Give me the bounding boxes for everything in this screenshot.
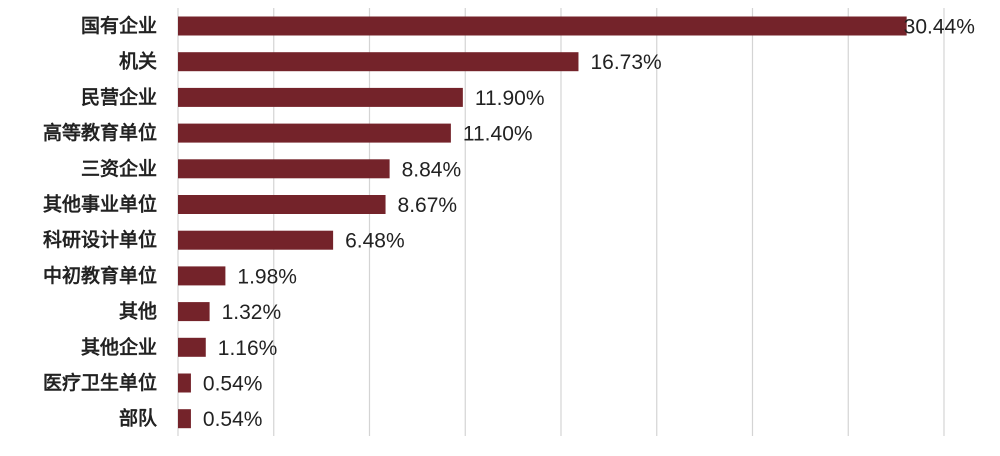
bar-1 <box>178 52 579 72</box>
value-label-9: 1.16% <box>218 337 278 360</box>
value-label-5: 8.67% <box>398 194 458 217</box>
value-label-3: 11.40% <box>463 123 533 146</box>
bar-8 <box>178 302 210 322</box>
value-label-10: 0.54% <box>203 373 263 396</box>
bar-9 <box>178 337 206 357</box>
category-label-11: 部队 <box>119 407 158 430</box>
category-label-9: 其他企业 <box>81 335 157 358</box>
value-label-4: 8.84% <box>402 158 462 181</box>
bar-7 <box>178 266 226 286</box>
gridlines <box>177 8 945 436</box>
category-label-5: 其他事业单位 <box>43 193 157 216</box>
value-label-7: 1.98% <box>237 265 297 288</box>
bars <box>178 16 907 429</box>
bar-0 <box>178 16 907 36</box>
category-label-6: 科研设计单位 <box>43 228 157 251</box>
category-label-10: 医疗卫生单位 <box>43 371 157 394</box>
value-label-6: 6.48% <box>345 230 405 253</box>
value-label-1: 16.73% <box>590 51 661 74</box>
value-label-2: 11.90% <box>475 87 545 110</box>
category-label-0: 国有企业 <box>81 14 157 37</box>
value-label-0: 30.44% <box>904 16 975 39</box>
category-label-1: 机关 <box>119 50 157 73</box>
bar-3 <box>178 123 451 143</box>
bar-2 <box>178 87 463 107</box>
bar-11 <box>178 409 191 429</box>
bar-4 <box>178 159 390 179</box>
category-label-2: 民营企业 <box>81 85 157 108</box>
category-label-7: 中初教育单位 <box>43 264 157 287</box>
bar-5 <box>178 195 386 214</box>
bar-6 <box>178 230 334 250</box>
value-label-11: 0.54% <box>203 408 263 431</box>
category-labels: 国有企业机关民营企业高等教育单位三资企业其他事业单位科研设计单位中初教育单位其他… <box>43 14 158 430</box>
value-label-8: 1.32% <box>222 301 282 324</box>
value-labels: 30.44% 16.73% 11.90% 11.40%8.84% 8.67% 6.48% 1… <box>203 16 975 432</box>
bar-10 <box>178 373 191 393</box>
category-label-8: 其他 <box>119 300 157 323</box>
category-label-3: 高等教育单位 <box>43 121 157 144</box>
category-label-4: 三资企业 <box>81 157 157 180</box>
